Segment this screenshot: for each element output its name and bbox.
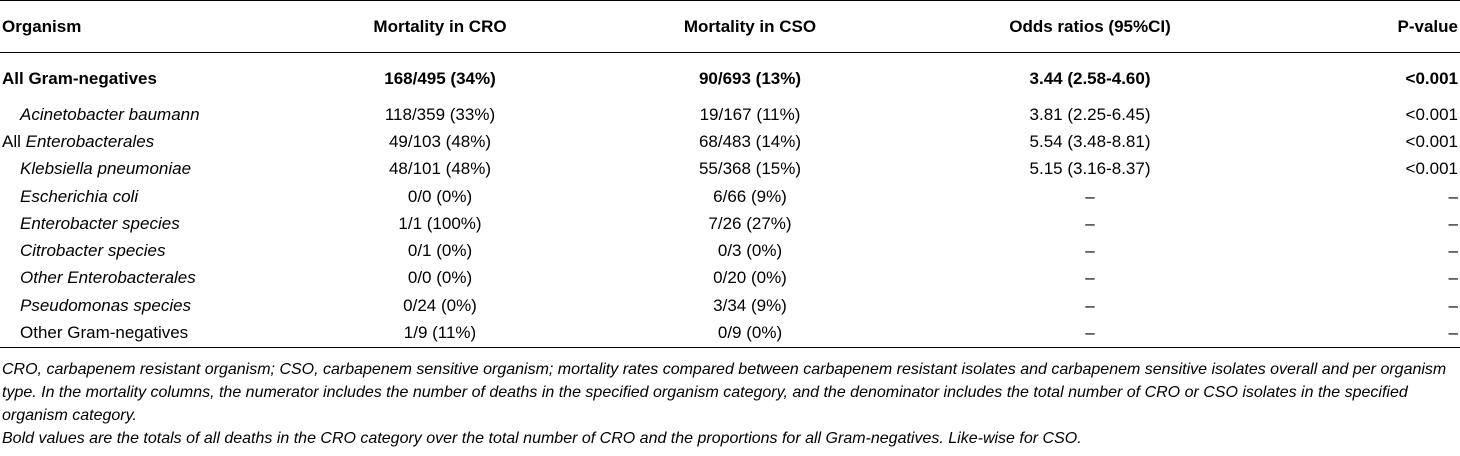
cro-cell: 1/1 (100%) xyxy=(398,213,482,233)
odds-ratio-cell: – xyxy=(1085,295,1095,315)
cro-cell: 0/0 (0%) xyxy=(407,186,473,206)
cso-cell: 0/20 (0%) xyxy=(713,268,787,288)
p-value-cell: <0.001 xyxy=(1405,104,1458,124)
cro-cell: 0/24 (0%) xyxy=(403,295,477,315)
table-row: All Enterobacterales 49/103 (48%) 68/483… xyxy=(0,128,1460,155)
p-value-cell: – xyxy=(1448,295,1458,315)
p-value-cell: – xyxy=(1448,213,1458,233)
organism-cell: Pseudomonas species xyxy=(20,295,192,315)
cso-cell: 19/167 (11%) xyxy=(699,104,801,124)
odds-ratio-cell: – xyxy=(1085,213,1095,233)
table-row: Enterobacter species 1/1 (100%) 7/26 (27… xyxy=(0,210,1460,237)
organism-cell: Escherichia coli xyxy=(20,186,139,206)
header-mortality-cso: Mortality in CSO xyxy=(683,16,817,36)
odds-ratio-cell: – xyxy=(1085,241,1095,261)
cro-cell: 118/359 (33%) xyxy=(384,104,496,124)
cso-cell: 0/9 (0%) xyxy=(717,323,783,343)
table-row: All Gram-negatives 168/495 (34%) 90/693 … xyxy=(0,53,1460,102)
table-header-row: Organism Mortality in CRO Mortality in C… xyxy=(0,0,1460,53)
odds-ratio-cell: 3.81 (2.25-6.45) xyxy=(1029,104,1151,124)
header-odds-ratios: Odds ratios (95%CI) xyxy=(1009,16,1171,36)
cso-cell: 0/3 (0%) xyxy=(717,241,783,261)
header-p-value: P-value xyxy=(1397,16,1458,36)
cso-cell: 3/34 (9%) xyxy=(713,295,787,315)
cso-cell: 7/26 (27%) xyxy=(708,213,792,233)
p-value-cell: – xyxy=(1448,186,1458,206)
p-value-cell: – xyxy=(1448,241,1458,261)
p-value-cell: – xyxy=(1448,268,1458,288)
table-row: Citrobacter species 0/1 (0%) 0/3 (0%) – … xyxy=(0,237,1460,264)
cso-cell: 68/483 (14%) xyxy=(698,131,802,151)
cso-cell: 6/66 (9%) xyxy=(713,186,787,206)
footnote-bold-values: Bold values are the totals of all deaths… xyxy=(2,430,1082,447)
header-organism: Organism xyxy=(2,16,82,36)
mortality-table: Organism Mortality in CRO Mortality in C… xyxy=(0,0,1460,348)
footnote-abbreviations: CRO, carbapenem resistant organism; CSO,… xyxy=(2,361,1447,424)
odds-ratio-cell: 5.54 (3.48-8.81) xyxy=(1029,131,1151,151)
organism-cell: Acinetobacter baumann xyxy=(20,104,200,124)
organism-cell: Citrobacter species xyxy=(20,241,166,261)
header-mortality-cro: Mortality in CRO xyxy=(373,16,507,36)
table-footnotes: CRO, carbapenem resistant organism; CSO,… xyxy=(0,358,1460,450)
table-row: Pseudomonas species 0/24 (0%) 3/34 (9%) … xyxy=(0,292,1460,319)
cro-cell: 168/495 (34%) xyxy=(384,69,496,88)
odds-ratio-cell: – xyxy=(1085,268,1095,288)
organism-cell: Other Enterobacterales xyxy=(20,268,196,288)
cro-cell: 0/1 (0%) xyxy=(407,241,473,261)
organism-cell: All Enterobacterales xyxy=(2,131,155,151)
organism-cell: Enterobacter species xyxy=(20,213,180,233)
organism-cell: Klebsiella pneumoniae xyxy=(20,159,192,179)
table-row: Other Gram-negatives 1/9 (11%) 0/9 (0%) … xyxy=(0,319,1460,347)
table-row: Other Enterobacterales 0/0 (0%) 0/20 (0%… xyxy=(0,265,1460,292)
p-value-cell: <0.001 xyxy=(1405,131,1458,151)
odds-ratio-cell: – xyxy=(1085,186,1095,206)
cro-cell: 48/101 (48%) xyxy=(388,159,492,179)
cro-cell: 0/0 (0%) xyxy=(407,268,473,288)
cro-cell: 1/9 (11%) xyxy=(403,323,477,343)
p-value-cell: <0.001 xyxy=(1405,69,1458,88)
p-value-cell: <0.001 xyxy=(1405,159,1458,179)
p-value-cell: – xyxy=(1448,323,1458,343)
odds-ratio-cell: – xyxy=(1085,323,1095,343)
table-row: Klebsiella pneumoniae 48/101 (48%) 55/36… xyxy=(0,156,1460,183)
organism-cell: Other Gram-negatives xyxy=(20,323,189,343)
table-row: Escherichia coli 0/0 (0%) 6/66 (9%) – – xyxy=(0,183,1460,210)
table-row: Acinetobacter baumann 118/359 (33%) 19/1… xyxy=(0,101,1460,128)
cro-cell: 49/103 (48%) xyxy=(388,131,492,151)
odds-ratio-cell: 5.15 (3.16-8.37) xyxy=(1029,159,1151,179)
cso-cell: 55/368 (15%) xyxy=(698,159,802,179)
odds-ratio-cell: 3.44 (2.58-4.60) xyxy=(1029,69,1151,88)
cso-cell: 90/693 (13%) xyxy=(698,69,802,88)
organism-cell: All Gram-negatives xyxy=(2,69,157,88)
